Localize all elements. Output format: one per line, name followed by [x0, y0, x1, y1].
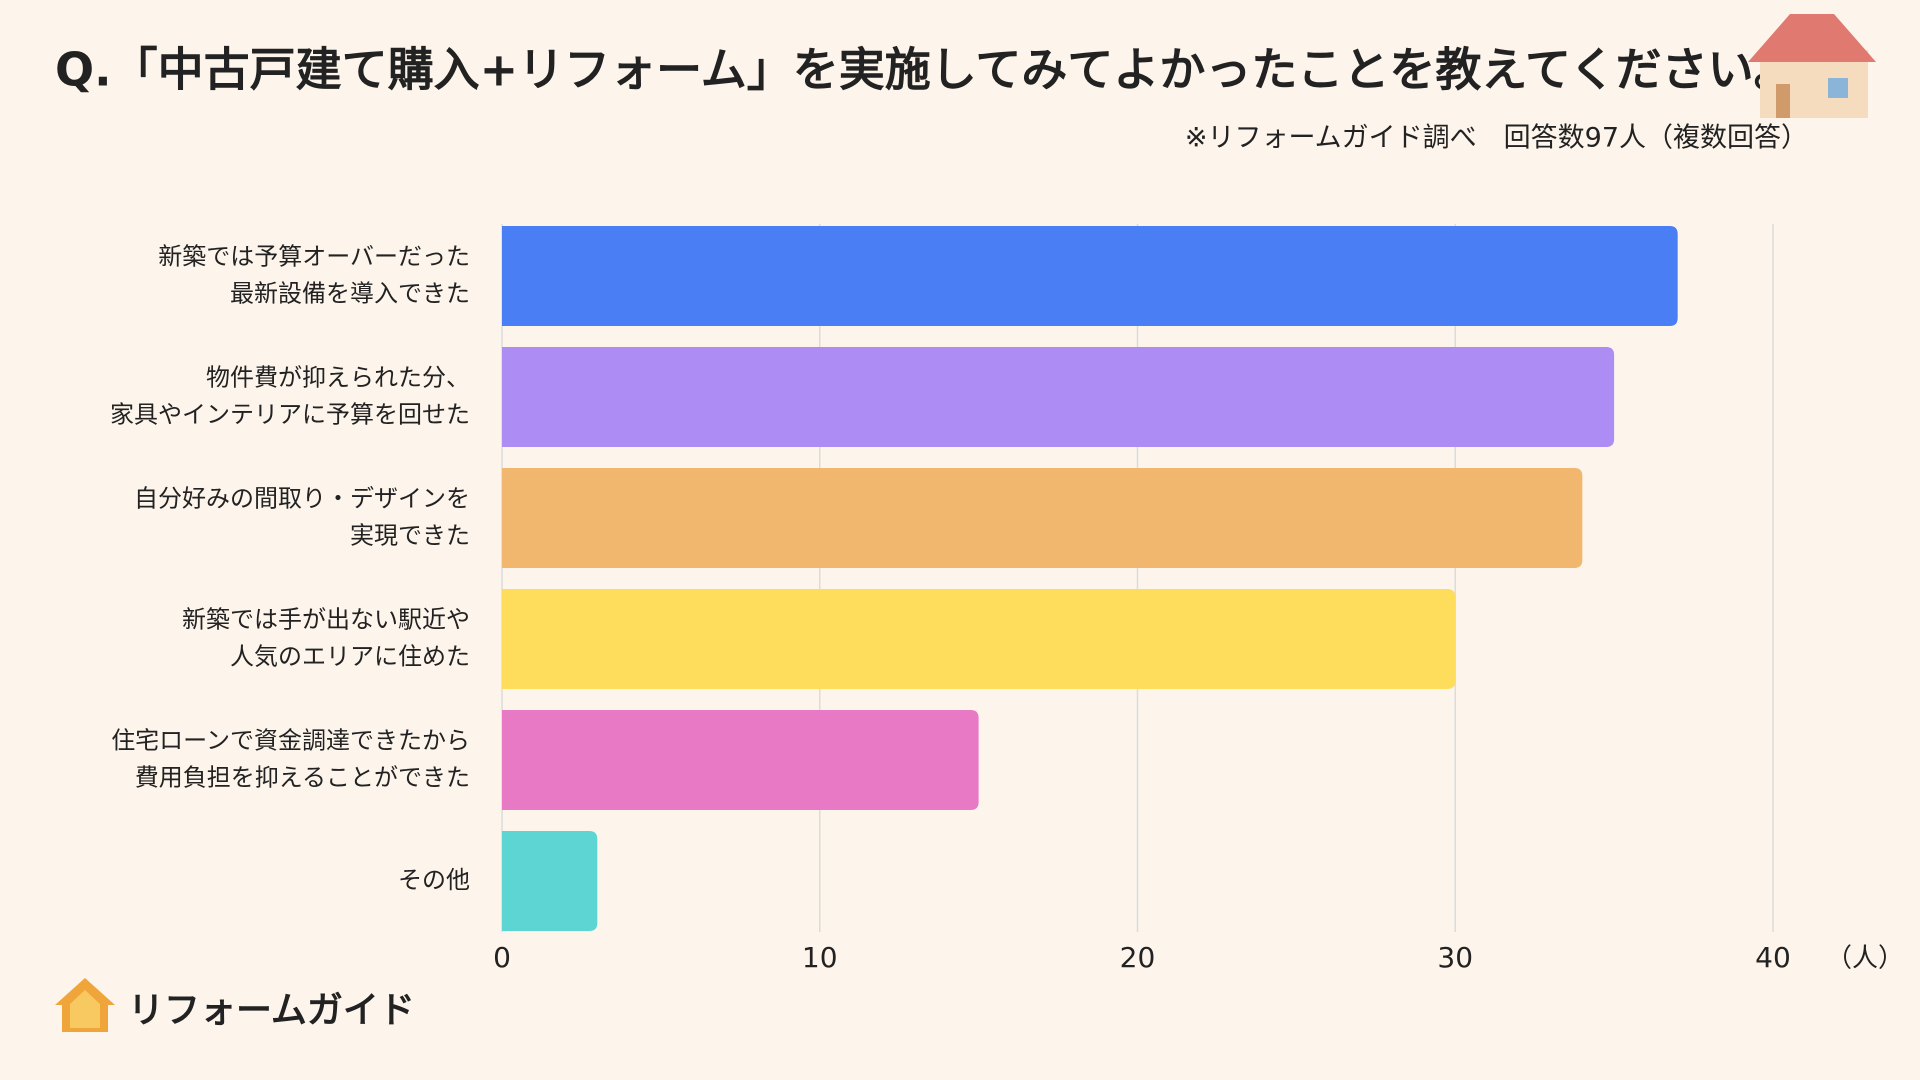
- chart-title: Q.「中古戸建て購入+リフォーム」を実施してみてよかったことを教えてください。: [55, 43, 1800, 97]
- x-tick-label: 0: [493, 941, 511, 974]
- y-tick-label: その他: [398, 866, 470, 894]
- y-tick-label: 家具やインテリアに予算を回せた: [110, 401, 470, 429]
- y-tick-label: 最新設備を導入できた: [230, 280, 470, 308]
- y-tick-label: 人気のエリアに住めた: [230, 643, 470, 671]
- house-icon: [1748, 14, 1876, 118]
- x-tick-label: 30: [1437, 941, 1473, 974]
- y-tick-label: 新築では予算オーバーだった: [158, 243, 470, 271]
- bar: [502, 710, 979, 810]
- y-tick-label: 物件費が抑えられた分、: [206, 364, 470, 392]
- y-tick-label: 自分好みの間取り・デザインを: [134, 485, 470, 513]
- bar: [502, 831, 598, 931]
- y-tick-label: 住宅ローンで資金調達できたから: [111, 727, 470, 755]
- bar: [502, 468, 1583, 568]
- y-tick-label: 実現できた: [350, 522, 470, 550]
- logo-text: リフォームガイド: [128, 990, 415, 1031]
- chart-subtitle: ※リフォームガイド調べ 回答数97人（複数回答）: [1185, 123, 1808, 154]
- y-tick-label: 新築では手が出ない駅近や: [182, 606, 470, 634]
- x-tick-label: 40: [1755, 941, 1791, 974]
- y-tick-label: 費用負担を抑えることができた: [135, 764, 470, 792]
- x-tick-label: 10: [802, 941, 838, 974]
- logo: リフォームガイド: [55, 978, 415, 1032]
- bar: [502, 347, 1615, 447]
- x-tick-label: 20: [1120, 941, 1156, 974]
- bar: [502, 226, 1678, 326]
- x-unit-label: （人）: [1826, 944, 1904, 974]
- bar: [502, 589, 1456, 689]
